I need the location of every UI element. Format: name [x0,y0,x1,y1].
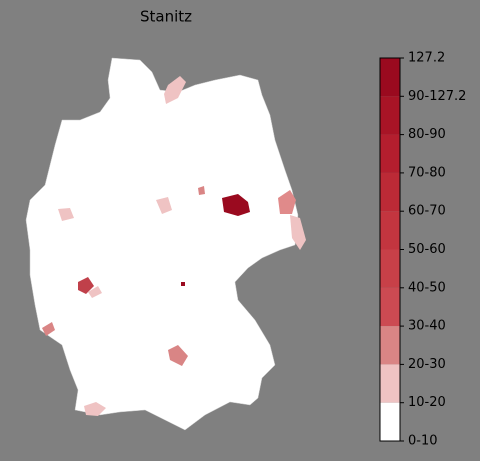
germany-map [25,57,306,431]
legend-label: 90-127.2 [408,89,466,104]
legend-swatch [380,402,400,441]
legend-label: 60-70 [408,204,446,219]
legend-label: 10-20 [408,395,446,410]
legend-swatch [380,58,400,97]
region-highlight [84,402,106,416]
legend-swatch [380,96,400,135]
region-highlight [78,277,94,294]
region-highlight [156,197,172,214]
region-highlight [164,76,186,104]
color-legend: 127.2 90-127.2 80-90 70-80 60-70 50-60 40-50 30… [379,51,466,449]
legend-swatch [380,172,400,212]
region-highlight [198,186,205,195]
legend-swatch [380,249,400,288]
region-highlight [278,190,296,214]
country-outline [25,57,299,431]
legend-label: 70-80 [408,165,446,180]
legend-swatch [380,287,400,327]
legend-label: 30-40 [408,319,446,334]
legend-swatch [380,134,400,173]
map-title: Stanitz [140,8,192,26]
legend-label: 40-50 [408,280,446,295]
region-highlight [42,322,55,336]
legend-swatch [380,211,400,250]
legend-label: 20-30 [408,357,446,372]
legend-label: 0-10 [408,434,438,449]
legend-label: 50-60 [408,242,446,257]
legend-swatch [380,364,400,403]
region-highlight [222,194,250,216]
region-highlight [290,215,306,250]
region-highlight [168,345,188,366]
legend-label: 127.2 [408,51,445,66]
legend-label: 80-90 [408,127,446,142]
legend-swatch [380,326,400,365]
region-highlight [181,282,185,286]
region-highlight [58,208,74,221]
region-highlight [88,286,102,298]
